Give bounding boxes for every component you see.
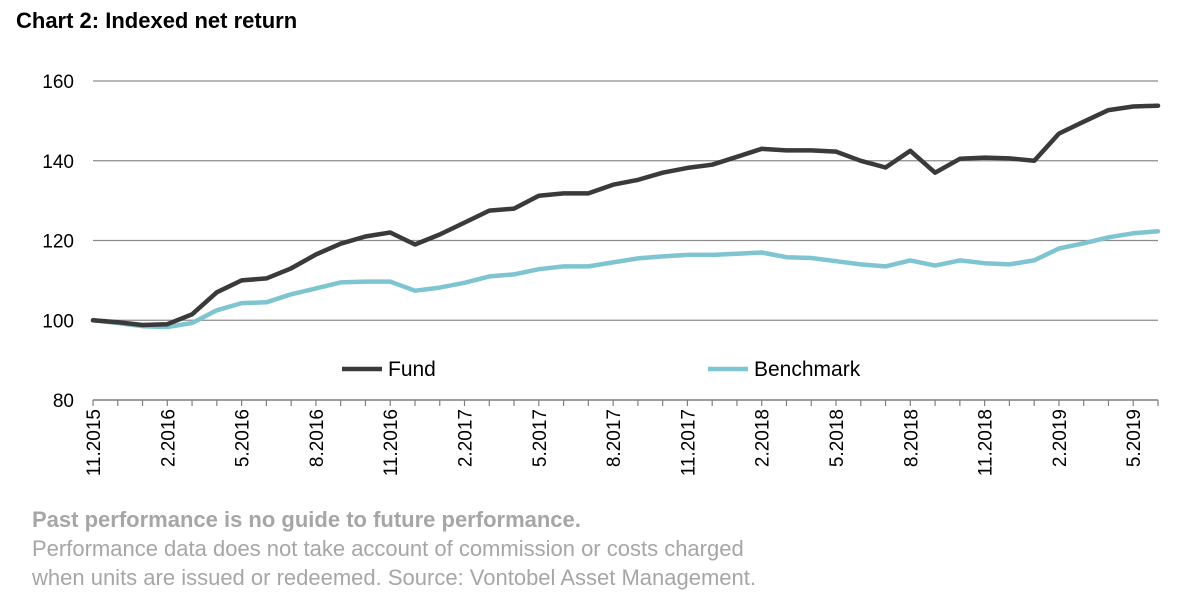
footnote: Past performance is no guide to future p…	[32, 505, 1172, 592]
x-tick-label: 5.2016	[233, 409, 254, 467]
chart-title: Chart 2: Indexed net return	[16, 8, 298, 33]
x-axis	[92, 399, 1159, 406]
footnote-line: Performance data does not take account o…	[32, 536, 744, 561]
x-tick-label: 2.2017	[456, 409, 477, 467]
x-tick-label: 8.2018	[901, 409, 922, 467]
x-tick-label: 2.2018	[753, 409, 774, 467]
x-tick-label: 11.2015	[84, 409, 105, 476]
y-tick-label: 100	[42, 311, 74, 332]
x-tick-label: 8.2016	[307, 409, 328, 467]
x-axis-ticks: 11.2015 2.2016 5.2016 8.2016 11.2016 2.2017 5.…	[84, 409, 1145, 476]
y-tick-label: 80	[53, 391, 74, 412]
y-axis-ticks: 80 100 120 140 160	[42, 72, 74, 412]
y-tick-label: 160	[42, 72, 74, 93]
x-tick-label: 8.2017	[604, 409, 625, 467]
x-tick-label: 5.2019	[1124, 409, 1145, 467]
x-tick-label: 11.2018	[976, 409, 997, 476]
x-tick-label: 5.2017	[530, 409, 551, 467]
series-line-benchmark	[90, 229, 1161, 330]
legend-label: Benchmark	[754, 358, 861, 381]
y-tick-label: 120	[42, 232, 74, 253]
x-tick-label: 11.2016	[381, 409, 402, 476]
line-chart: 80 100 120 140 160 11.2015 2.2016 5.2016 8.2016…	[42, 72, 1161, 476]
series-lines	[90, 103, 1161, 330]
x-tick-label: 2.2016	[158, 409, 179, 467]
x-tick-label: 11.2017	[678, 409, 699, 476]
footnote-line: when units are issued or redeemed. Sourc…	[32, 565, 756, 590]
legend-label: Fund	[388, 358, 436, 381]
x-tick-label: 5.2018	[827, 409, 848, 467]
x-tick-label: 2.2019	[1050, 409, 1071, 467]
gridlines	[93, 80, 1158, 321]
legend: Fund Benchmark	[342, 358, 861, 381]
footnote-disclaimer: Past performance is no guide to future p…	[32, 507, 581, 532]
series-line-fund	[90, 103, 1161, 328]
y-tick-label: 140	[42, 152, 74, 173]
